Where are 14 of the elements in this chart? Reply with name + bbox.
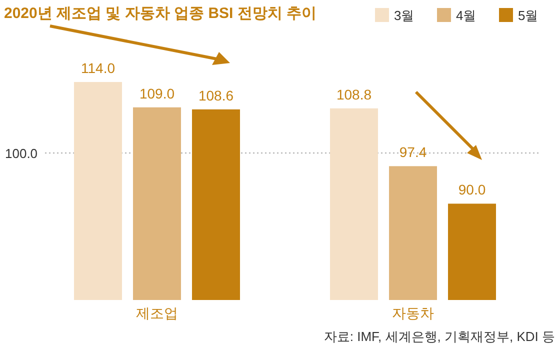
data-label: 97.4	[399, 144, 427, 160]
x-tick-label: 제조업	[136, 305, 178, 321]
legend-label: 5월	[518, 8, 538, 23]
data-label: 114.0	[81, 60, 115, 76]
data-label: 108.8	[336, 86, 372, 102]
title: 2020년 제조업 및 자동차 업종 BSI 전망치 추이	[4, 5, 317, 22]
x-tick-label: 자동차	[392, 305, 434, 321]
data-label: 109.0	[139, 85, 175, 102]
data-label: 90.0	[458, 182, 486, 198]
legend-label: 3월	[394, 8, 414, 23]
legend-label: 4월	[456, 8, 476, 23]
data-label: 108.6	[198, 87, 234, 104]
annotation: 자료: IMF, 세계은행, 기획재정부, KDI 등	[324, 329, 555, 344]
ref-label: 100.0	[5, 146, 38, 161]
